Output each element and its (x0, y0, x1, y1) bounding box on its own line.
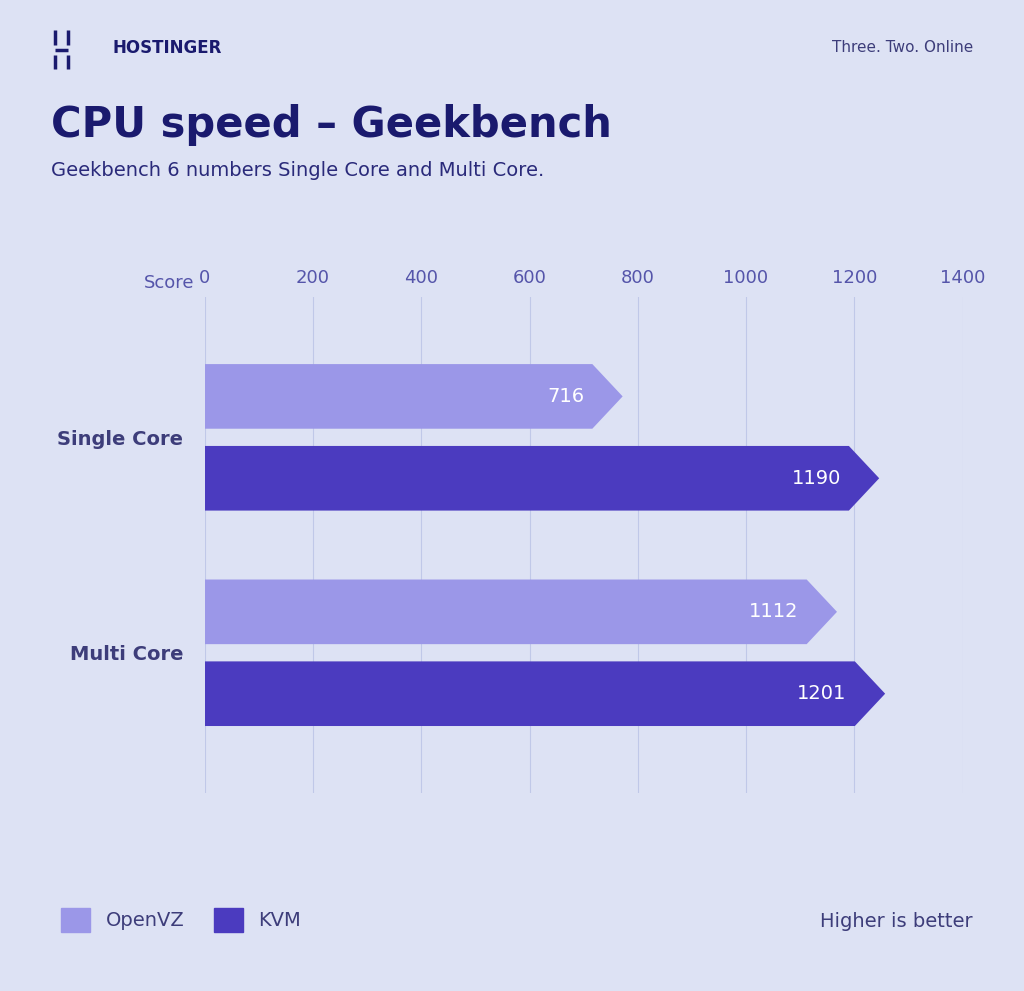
Polygon shape (205, 661, 885, 726)
Text: Three. Two. Online: Three. Two. Online (831, 40, 973, 55)
Text: 1190: 1190 (792, 469, 841, 488)
Polygon shape (205, 364, 623, 429)
Text: HOSTINGER: HOSTINGER (113, 39, 222, 56)
Polygon shape (205, 580, 837, 644)
Legend: OpenVZ, KVM: OpenVZ, KVM (60, 908, 301, 932)
Text: 716: 716 (547, 386, 585, 406)
Text: 1112: 1112 (750, 603, 799, 621)
Text: Score: Score (144, 275, 195, 292)
Text: Higher is better: Higher is better (820, 912, 973, 932)
Polygon shape (205, 446, 880, 510)
Text: 1201: 1201 (798, 684, 847, 704)
Text: CPU speed – Geekbench: CPU speed – Geekbench (51, 104, 612, 146)
Text: Geekbench 6 numbers Single Core and Multi Core.: Geekbench 6 numbers Single Core and Mult… (51, 161, 545, 179)
